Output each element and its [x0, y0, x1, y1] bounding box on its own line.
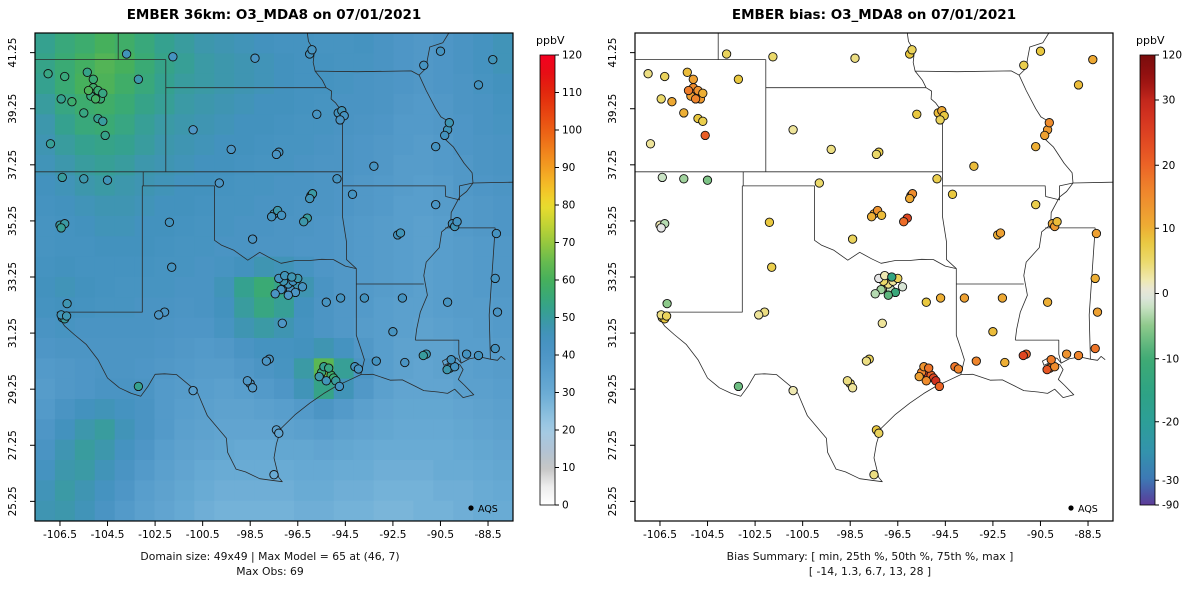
bias-map-panel: EMBER bias: O3_MDA8 on 07/01/2021 AQS -10… [600, 0, 1200, 600]
svg-text:-102.5: -102.5 [138, 529, 172, 541]
svg-text:25.25: 25.25 [7, 486, 19, 516]
svg-text:-88.5: -88.5 [474, 529, 501, 541]
svg-text:-20: -20 [1162, 416, 1179, 428]
svg-text:-106.5: -106.5 [643, 529, 677, 541]
model-caption-maxobs: Max Obs: 69 [236, 565, 304, 578]
svg-text:120: 120 [1162, 50, 1182, 62]
bias-caption-summary-header: Bias Summary: [ min, 25th %, 50th %, 75t… [726, 550, 1014, 563]
svg-text:60: 60 [562, 275, 575, 287]
svg-text:-30: -30 [1162, 475, 1179, 487]
svg-text:50: 50 [562, 312, 575, 324]
aqs-site-dots [43, 45, 503, 480]
svg-text:-90.5: -90.5 [1027, 529, 1054, 541]
colorbar: ppbV 120 30 20 10 0 -10 -20 -30 -90 [1136, 34, 1182, 512]
svg-text:0: 0 [562, 500, 569, 512]
svg-text:80: 80 [562, 200, 575, 212]
svg-text:10: 10 [1162, 223, 1175, 235]
y-axis: 25.25 27.25 29.25 31.25 33.25 35.25 37.25 39.25… [607, 38, 635, 516]
svg-text:20: 20 [562, 425, 575, 437]
svg-text:33.25: 33.25 [7, 262, 19, 292]
model-raster-layer: AQS [35, 33, 513, 521]
svg-text:100: 100 [562, 125, 582, 137]
svg-text:-106.5: -106.5 [43, 529, 77, 541]
colorbar-unit-label: ppbV [1136, 34, 1165, 47]
svg-text:33.25: 33.25 [607, 262, 619, 292]
svg-text:41.25: 41.25 [7, 38, 19, 68]
svg-text:-90.5: -90.5 [427, 529, 454, 541]
svg-text:70: 70 [562, 237, 575, 249]
svg-text:-92.5: -92.5 [379, 529, 406, 541]
svg-text:27.25: 27.25 [607, 430, 619, 460]
aqs-legend-dot [1068, 505, 1074, 511]
model-panel-title: EMBER 36km: O3_MDA8 on 07/01/2021 [126, 7, 422, 23]
svg-text:35.25: 35.25 [7, 206, 19, 236]
colorbar-unit-label: ppbV [536, 34, 565, 47]
svg-text:-98.5: -98.5 [837, 529, 864, 541]
svg-text:-94.5: -94.5 [932, 529, 959, 541]
svg-text:0: 0 [1162, 288, 1169, 300]
aqs-legend-label: AQS [478, 504, 498, 515]
svg-text:-94.5: -94.5 [332, 529, 359, 541]
svg-text:31.25: 31.25 [7, 318, 19, 348]
svg-text:20: 20 [1162, 160, 1175, 172]
svg-text:-104.5: -104.5 [91, 529, 125, 541]
x-axis: -106.5 -104.5 -102.5 -100.5 -98.5 -96.5 -94.5 -… [43, 521, 502, 541]
svg-text:25.25: 25.25 [607, 486, 619, 516]
svg-text:30: 30 [562, 387, 575, 399]
svg-text:29.25: 29.25 [607, 374, 619, 404]
aqs-legend-label: AQS [1078, 504, 1098, 515]
svg-text:37.25: 37.25 [607, 150, 619, 180]
svg-text:35.25: 35.25 [607, 206, 619, 236]
aqs-site-dots [643, 45, 1103, 480]
model-map-plot: AQS -106.5 -104.5 -102.5 -100.5 -98.5 -96.5 -94… [7, 32, 582, 541]
svg-text:-88.5: -88.5 [1074, 529, 1101, 541]
svg-text:41.25: 41.25 [607, 38, 619, 68]
svg-text:10: 10 [562, 462, 575, 474]
state-boundaries [35, 33, 513, 483]
svg-text:90: 90 [562, 162, 575, 174]
svg-text:-104.5: -104.5 [691, 529, 725, 541]
bias-points-layer: AQS [635, 33, 1113, 521]
svg-text:-10: -10 [1162, 353, 1179, 365]
svg-text:27.25: 27.25 [7, 430, 19, 460]
svg-text:-92.5: -92.5 [979, 529, 1006, 541]
x-axis: -106.5 -104.5 -102.5 -100.5 -98.5 -96.5 -94.5 -… [643, 521, 1102, 541]
svg-text:-100.5: -100.5 [786, 529, 820, 541]
svg-text:40: 40 [562, 350, 575, 362]
svg-text:-96.5: -96.5 [284, 529, 311, 541]
model-map-panel: EMBER 36km: O3_MDA8 on 07/01/2021 AQS -10… [7, 7, 582, 578]
colorbar: ppbV 0 10 20 30 40 50 60 70 80 90 100 110 120 [536, 34, 582, 512]
svg-text:37.25: 37.25 [7, 150, 19, 180]
bias-panel-title: EMBER bias: O3_MDA8 on 07/01/2021 [731, 7, 1017, 23]
model-caption-domain: Domain size: 49x49 | Max Model = 65 at (… [140, 550, 400, 563]
bias-map-plot: AQS -106.5 -104.5 -102.5 -100.5 -98.5 -96.5 -94… [607, 32, 1182, 541]
bias-caption-summary-values: [ -14, 1.3, 6.7, 13, 28 ] [808, 565, 932, 578]
y-axis: 25.25 27.25 29.25 31.25 33.25 35.25 37.25 39.25… [7, 38, 35, 516]
aqs-legend-dot [468, 505, 474, 511]
svg-text:-98.5: -98.5 [237, 529, 264, 541]
svg-text:-100.5: -100.5 [186, 529, 220, 541]
svg-text:-96.5: -96.5 [884, 529, 911, 541]
svg-text:-90: -90 [1162, 500, 1179, 512]
svg-text:31.25: 31.25 [607, 318, 619, 348]
svg-text:29.25: 29.25 [7, 374, 19, 404]
svg-text:30: 30 [1162, 95, 1175, 107]
svg-text:110: 110 [562, 87, 582, 99]
svg-text:-102.5: -102.5 [738, 529, 772, 541]
svg-text:39.25: 39.25 [7, 94, 19, 124]
svg-text:120: 120 [562, 50, 582, 62]
svg-text:39.25: 39.25 [607, 94, 619, 124]
